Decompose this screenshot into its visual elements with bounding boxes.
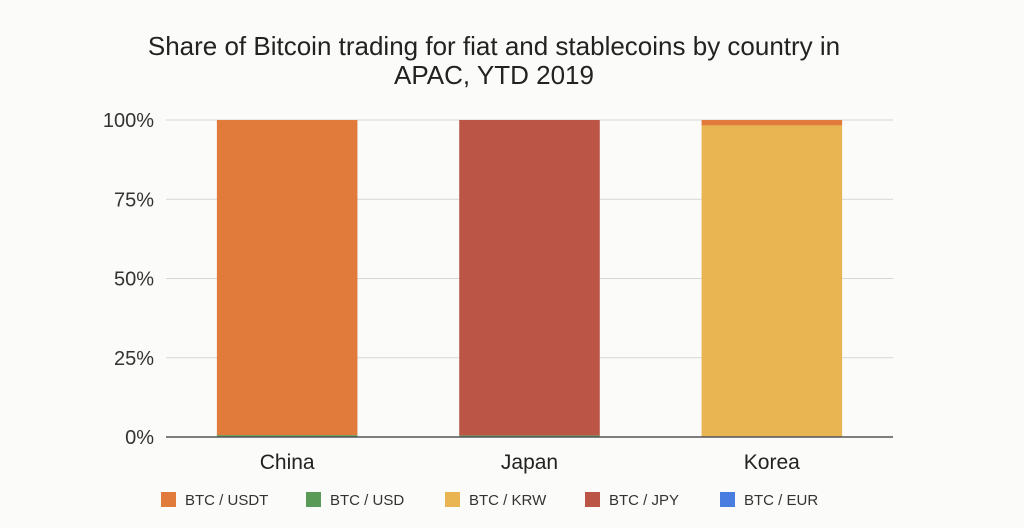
bars [216, 120, 843, 437]
legend-label: BTC / JPY [609, 492, 679, 509]
x-category-label: Japan [501, 451, 558, 474]
y-tick-label: 100% [103, 110, 154, 132]
bar-segment-china-btc-usd [216, 435, 358, 437]
legend: BTC / USDT BTC / USD BTC / KRW BTC / JPY BTC… [161, 492, 818, 509]
y-tick-label: 75% [114, 189, 154, 211]
legend-label: BTC / EUR [744, 492, 818, 509]
bar-segment-japan-btc-jpy [459, 120, 600, 436]
legend-label: BTC / USD [330, 492, 404, 509]
legend-swatch [720, 492, 735, 507]
legend-swatch [161, 492, 176, 507]
y-axis-tick-labels: 0% 25% 50% 75% 100% [103, 110, 154, 449]
y-tick-label: 25% [114, 348, 154, 370]
bar-segment-japan-btc-usd [459, 435, 600, 437]
bar-segment-korea-btc-usdt [701, 120, 843, 126]
x-axis-category-labels: China Japan Korea [260, 451, 800, 474]
legend-swatch [585, 492, 600, 507]
bar-segment-korea-btc-krw [701, 125, 843, 437]
chart-title: Share of Bitcoin trading for fiat and st… [148, 31, 840, 90]
legend-swatch [445, 492, 460, 507]
y-tick-label: 50% [114, 269, 154, 291]
legend-label: BTC / USDT [185, 492, 268, 509]
chart-title-line-1: Share of Bitcoin trading for fiat and st… [148, 31, 840, 61]
x-category-label: Korea [744, 451, 800, 474]
x-category-label: China [260, 451, 315, 474]
bar-segment-china-btc-usdt [216, 120, 358, 436]
y-tick-label: 0% [125, 427, 154, 449]
legend-swatch [306, 492, 321, 507]
chart-title-line-2: APAC, YTD 2019 [394, 60, 594, 90]
legend-label: BTC / KRW [469, 492, 547, 509]
